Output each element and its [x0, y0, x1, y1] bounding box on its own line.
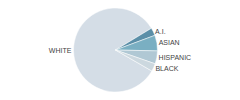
svg-text:A.I.: A.I.: [155, 28, 166, 35]
svg-text:BLACK: BLACK: [155, 65, 178, 72]
svg-text:HISPANIC: HISPANIC: [159, 54, 192, 61]
svg-text:ASIAN: ASIAN: [159, 39, 180, 46]
svg-text:WHITE: WHITE: [49, 47, 72, 54]
